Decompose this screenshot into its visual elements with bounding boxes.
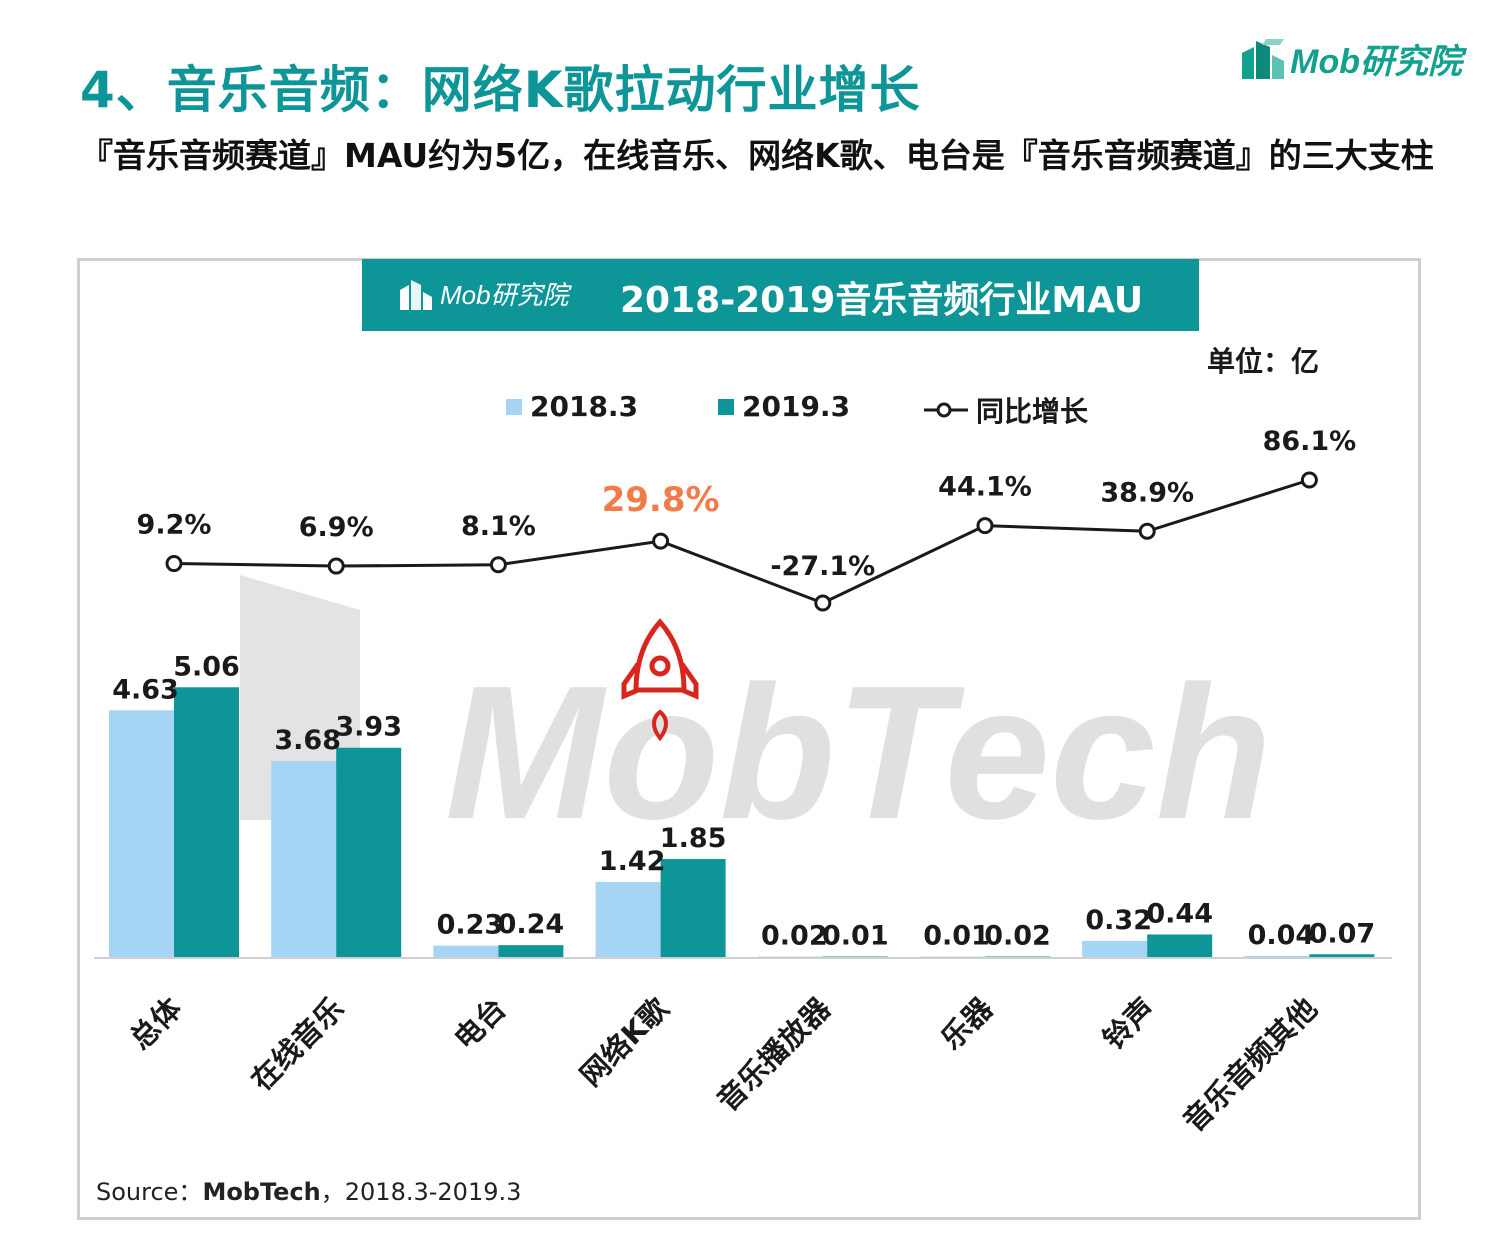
banner-logo: Mob研究院 [398, 275, 569, 312]
x-tick-label-6: 铃声 [1096, 991, 1161, 1056]
bar-label-2019-1: 3.93 [335, 712, 402, 743]
legend-label-2018: 2018.3 [530, 390, 639, 423]
bar-2019-2 [498, 945, 564, 958]
bar-label-2019-3: 1.85 [660, 823, 727, 854]
data-labels: 4.635.063.683.930.230.241.421.850.020.01… [112, 426, 1375, 952]
bar-2019-3 [660, 859, 726, 958]
growth-label-3: 29.8% [602, 480, 720, 520]
x-axis: 总体 在线音乐 电台 网络K歌 音乐播放器 乐器 铃声 音乐音频其他 [94, 957, 1392, 1138]
bar-label-2018-7: 0.04 [1248, 920, 1315, 951]
source-prefix: Source： [96, 1178, 203, 1206]
chart-title: 2018-2019音乐音频行业MAU [620, 280, 1144, 321]
growth-point-7 [1300, 471, 1318, 489]
bar-2018-3 [595, 882, 661, 958]
bar-2018-2 [433, 945, 499, 958]
growth-point-2 [489, 556, 507, 574]
bar-2019-1 [336, 747, 402, 958]
building-icon [400, 279, 432, 310]
rocket-fin-left [621, 662, 641, 700]
page-title: 4、音乐音频：网络K歌拉动行业增长 [80, 61, 921, 119]
rocket-icon [621, 618, 699, 742]
growth-label-2: 8.1% [461, 511, 536, 542]
bar-2018-6 [1082, 940, 1148, 958]
bar-label-2018-4: 0.02 [761, 921, 828, 952]
growth-label-6: 38.9% [1100, 477, 1194, 508]
growth-line-series [165, 471, 1318, 612]
watermark: MobTech [240, 575, 1272, 859]
x-tick-label-0: 总体 [123, 990, 189, 1056]
x-tick-label-4: 音乐播放器 [710, 990, 837, 1117]
watermark-text: MobTech [445, 647, 1272, 859]
growth-label-7: 86.1% [1263, 426, 1357, 457]
chart-title-banner: Mob研究院 2018-2019音乐音频行业MAU [362, 259, 1199, 331]
bar-label-2019-5: 0.02 [984, 921, 1051, 952]
bar-2019-6 [1147, 934, 1213, 958]
bar-label-2019-4: 0.01 [822, 921, 889, 952]
unit-label: 单位：亿 [1207, 345, 1320, 378]
rocket-flame [652, 709, 668, 742]
bar-2019-0 [174, 687, 239, 958]
bar-label-2018-5: 0.01 [923, 921, 990, 952]
legend-swatch-2018 [506, 398, 522, 415]
bar-label-2019-2: 0.24 [498, 909, 565, 940]
bar-label-2018-1: 3.68 [274, 725, 341, 756]
legend-line-marker-icon [924, 402, 968, 418]
bar-label-2018-6: 0.32 [1085, 905, 1152, 936]
legend-item-2019: 2019.3 [718, 390, 850, 423]
bar-2019-7 [1309, 954, 1375, 958]
bar-label-2019-7: 0.07 [1309, 918, 1376, 949]
legend-label-growth: 同比增长 [976, 395, 1089, 428]
growth-point-1 [327, 557, 345, 575]
growth-point-5 [976, 517, 994, 535]
growth-point-0 [165, 555, 183, 573]
building-icon [1242, 38, 1285, 79]
x-tick-label-5: 乐器 [934, 990, 1000, 1056]
growth-point-6 [1138, 522, 1156, 540]
source-name: MobTech [202, 1178, 321, 1206]
bar-2018-7 [1244, 955, 1310, 958]
bar-2018-0 [109, 710, 174, 958]
bar-label-2018-2: 0.23 [437, 910, 504, 941]
x-tick-label-3: 网络K歌 [573, 990, 675, 1092]
bar-series [109, 687, 1375, 958]
page-subtitle: 『音乐音频赛道』MAU约为5亿，在线音乐、网络K歌、电台是『音乐音频赛道』的三大… [80, 136, 1434, 175]
growth-point-3 [652, 532, 670, 550]
x-tick-label-1: 在线音乐 [244, 991, 350, 1097]
banner-logo-text: Mob研究院 [440, 280, 569, 310]
bar-label-2018-0: 4.63 [112, 674, 179, 705]
brand-logo: Mob研究院 [1240, 34, 1462, 83]
source-suffix: ，2018.3-2019.3 [320, 1178, 522, 1206]
rocket-body [633, 618, 687, 693]
brand-text: Mob研究院 [1290, 43, 1462, 81]
bar-label-2019-6: 0.44 [1146, 898, 1213, 929]
rocket-fin-right [679, 662, 699, 700]
x-tick-label-7: 音乐音频其他 [1177, 991, 1324, 1138]
bar-label-2019-0: 5.06 [173, 651, 240, 682]
growth-label-0: 9.2% [137, 510, 212, 541]
bar-label-2018-3: 1.42 [599, 846, 666, 877]
watermark-shape [240, 575, 360, 820]
legend-item-growth: 同比增长 [924, 390, 1088, 430]
growth-line [173, 478, 1310, 605]
legend-item-2018: 2018.3 [506, 390, 638, 423]
growth-point-4 [814, 594, 832, 612]
legend-swatch-2019 [718, 398, 734, 415]
x-tick-label-2: 电台 [448, 991, 513, 1056]
source-note: Source：MobTech，2018.3-2019.3 [96, 1172, 521, 1207]
growth-label-1: 6.9% [299, 512, 374, 543]
rocket-window [649, 655, 671, 677]
bar-2018-1 [271, 761, 337, 958]
legend-label-2019: 2019.3 [742, 390, 851, 423]
growth-label-4: -27.1% [770, 551, 875, 582]
growth-label-5: 44.1% [938, 472, 1032, 503]
